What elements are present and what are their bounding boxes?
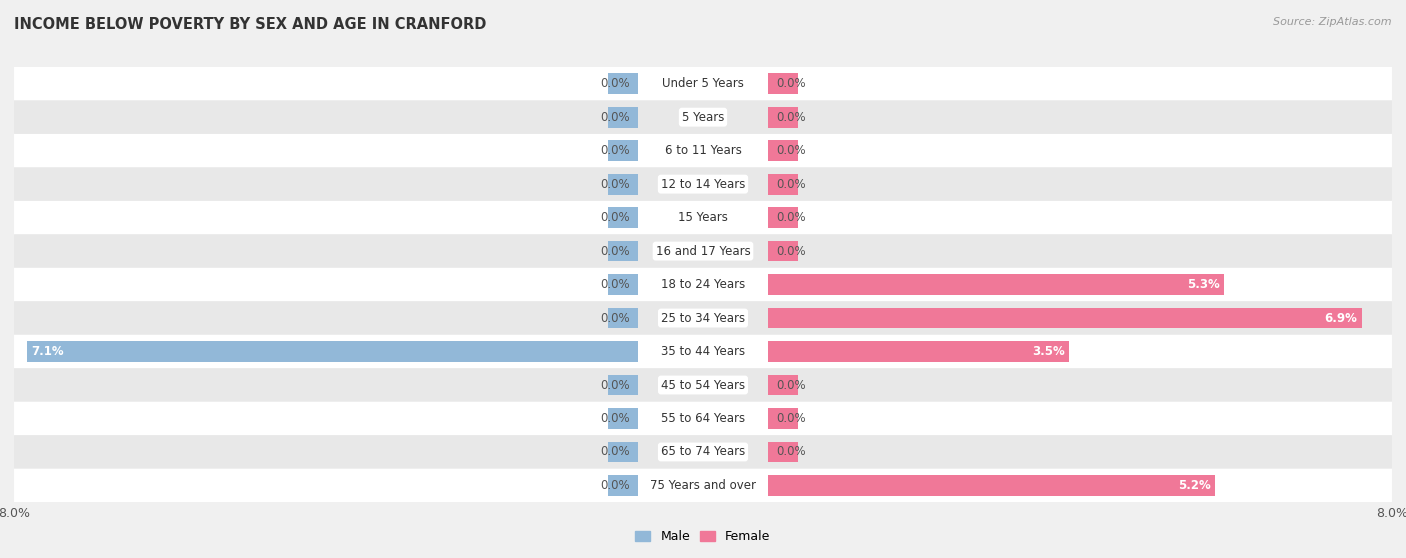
Text: 75 Years and over: 75 Years and over <box>650 479 756 492</box>
Text: 6.9%: 6.9% <box>1324 311 1358 325</box>
FancyBboxPatch shape <box>14 268 1392 301</box>
Bar <box>609 441 638 463</box>
Bar <box>768 441 797 463</box>
Text: 0.0%: 0.0% <box>600 445 630 459</box>
Text: 0.0%: 0.0% <box>600 177 630 191</box>
Text: 0.0%: 0.0% <box>776 378 806 392</box>
FancyBboxPatch shape <box>14 435 1392 469</box>
Text: 0.0%: 0.0% <box>600 110 630 124</box>
Text: Source: ZipAtlas.com: Source: ZipAtlas.com <box>1274 17 1392 27</box>
Bar <box>768 475 1215 496</box>
Text: 0.0%: 0.0% <box>600 211 630 224</box>
FancyBboxPatch shape <box>14 402 1392 435</box>
Bar <box>27 341 638 362</box>
FancyBboxPatch shape <box>14 301 1392 335</box>
FancyBboxPatch shape <box>14 167 1392 201</box>
Text: 45 to 54 Years: 45 to 54 Years <box>661 378 745 392</box>
FancyBboxPatch shape <box>14 67 1392 100</box>
Text: 0.0%: 0.0% <box>600 378 630 392</box>
Bar <box>609 140 638 161</box>
Text: 12 to 14 Years: 12 to 14 Years <box>661 177 745 191</box>
Text: 6 to 11 Years: 6 to 11 Years <box>665 144 741 157</box>
Text: 0.0%: 0.0% <box>600 412 630 425</box>
FancyBboxPatch shape <box>14 134 1392 167</box>
Text: 0.0%: 0.0% <box>600 244 630 258</box>
Bar <box>768 341 1069 362</box>
Text: 0.0%: 0.0% <box>776 412 806 425</box>
Text: 0.0%: 0.0% <box>600 144 630 157</box>
Text: 7.1%: 7.1% <box>31 345 63 358</box>
Text: 5.3%: 5.3% <box>1187 278 1219 291</box>
FancyBboxPatch shape <box>14 201 1392 234</box>
Text: 5 Years: 5 Years <box>682 110 724 124</box>
Bar <box>768 307 1362 329</box>
Text: 3.5%: 3.5% <box>1032 345 1064 358</box>
FancyBboxPatch shape <box>14 368 1392 402</box>
Bar <box>609 174 638 195</box>
Text: 0.0%: 0.0% <box>776 77 806 90</box>
Text: 0.0%: 0.0% <box>776 445 806 459</box>
Text: INCOME BELOW POVERTY BY SEX AND AGE IN CRANFORD: INCOME BELOW POVERTY BY SEX AND AGE IN C… <box>14 17 486 32</box>
Text: 35 to 44 Years: 35 to 44 Years <box>661 345 745 358</box>
Text: 55 to 64 Years: 55 to 64 Years <box>661 412 745 425</box>
Text: 0.0%: 0.0% <box>600 311 630 325</box>
Text: 25 to 34 Years: 25 to 34 Years <box>661 311 745 325</box>
Bar <box>768 274 1225 295</box>
FancyBboxPatch shape <box>14 469 1392 502</box>
Text: 0.0%: 0.0% <box>776 144 806 157</box>
Bar <box>768 374 797 396</box>
Text: Under 5 Years: Under 5 Years <box>662 77 744 90</box>
Text: 0.0%: 0.0% <box>600 77 630 90</box>
Text: 0.0%: 0.0% <box>600 278 630 291</box>
Text: 18 to 24 Years: 18 to 24 Years <box>661 278 745 291</box>
Bar <box>609 240 638 262</box>
Bar <box>768 140 797 161</box>
Bar <box>609 408 638 429</box>
Text: 65 to 74 Years: 65 to 74 Years <box>661 445 745 459</box>
FancyBboxPatch shape <box>14 100 1392 134</box>
Bar <box>609 207 638 228</box>
Text: 0.0%: 0.0% <box>776 177 806 191</box>
FancyBboxPatch shape <box>14 234 1392 268</box>
Bar <box>768 408 797 429</box>
Bar <box>609 374 638 396</box>
Bar <box>768 207 797 228</box>
Bar <box>609 307 638 329</box>
Bar <box>768 240 797 262</box>
Text: 16 and 17 Years: 16 and 17 Years <box>655 244 751 258</box>
Bar <box>609 274 638 295</box>
Legend: Male, Female: Male, Female <box>630 525 776 548</box>
Bar <box>768 73 797 94</box>
Text: 0.0%: 0.0% <box>776 244 806 258</box>
Bar <box>768 107 797 128</box>
Bar <box>609 475 638 496</box>
Text: 5.2%: 5.2% <box>1178 479 1211 492</box>
Bar <box>768 174 797 195</box>
Text: 0.0%: 0.0% <box>776 211 806 224</box>
Text: 15 Years: 15 Years <box>678 211 728 224</box>
Text: 0.0%: 0.0% <box>776 110 806 124</box>
Text: 0.0%: 0.0% <box>600 479 630 492</box>
Bar <box>609 73 638 94</box>
FancyBboxPatch shape <box>14 335 1392 368</box>
Bar <box>609 107 638 128</box>
